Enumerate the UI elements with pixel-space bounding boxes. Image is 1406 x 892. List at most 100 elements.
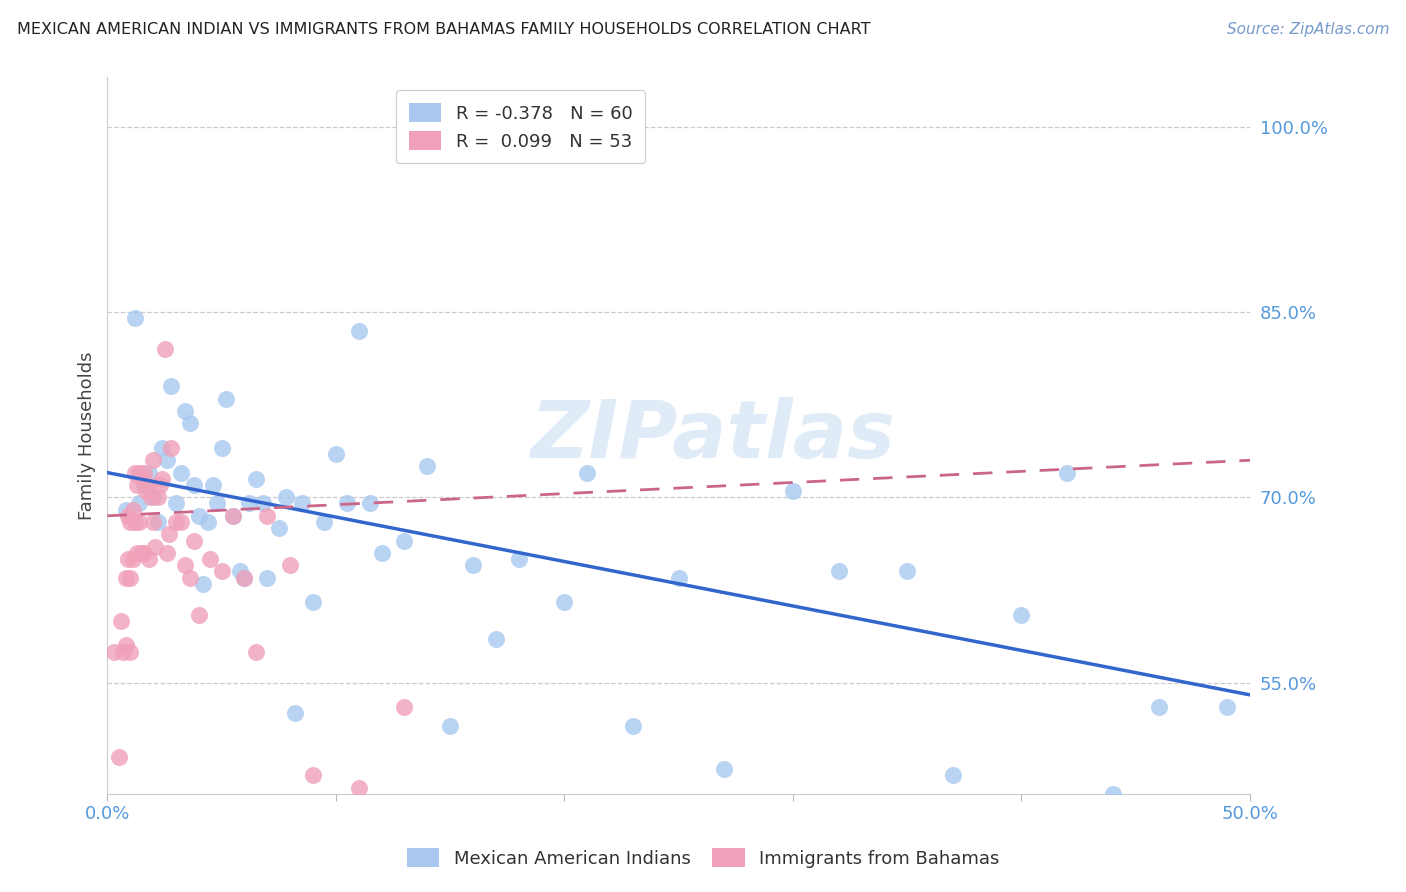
Point [222,508,245,523]
Point [127,546,149,560]
Point [668,570,690,584]
Point [1011,607,1033,622]
Point [169,466,191,480]
Point [121,502,143,516]
Point [1102,787,1125,801]
Point [108,749,131,764]
Point [169,515,191,529]
Point [128,466,150,480]
Point [205,496,228,510]
Point [302,595,325,609]
Legend: Mexican American Indians, Immigrants from Bahamas: Mexican American Indians, Immigrants fro… [395,837,1011,879]
Point [117,552,139,566]
Point [142,491,165,505]
Point [461,558,484,573]
Point [942,768,965,782]
Point [245,645,267,659]
Point [117,508,139,523]
Point [187,607,209,622]
Point [1147,700,1170,714]
Point [142,453,165,467]
Point [896,565,918,579]
Point [1216,700,1239,714]
Point [215,392,238,406]
Point [112,645,135,659]
Y-axis label: Family Households: Family Households [79,351,96,520]
Point [153,342,176,356]
Point [187,508,209,523]
Point [121,552,143,566]
Point [1056,466,1078,480]
Text: Source: ZipAtlas.com: Source: ZipAtlas.com [1226,22,1389,37]
Point [291,496,314,510]
Point [156,546,179,560]
Point [782,484,804,499]
Point [508,552,530,566]
Point [359,496,381,510]
Point [314,515,336,529]
Point [576,466,599,480]
Point [233,570,256,584]
Point [138,478,160,492]
Point [278,558,301,573]
Point [135,484,157,499]
Point [150,441,173,455]
Point [201,478,224,492]
Point [131,546,153,560]
Text: MEXICAN AMERICAN INDIAN VS IMMIGRANTS FROM BAHAMAS FAMILY HOUSEHOLDS CORRELATION: MEXICAN AMERICAN INDIAN VS IMMIGRANTS FR… [17,22,870,37]
Point [120,570,142,584]
Point [124,311,146,326]
Point [103,645,125,659]
Point [114,502,136,516]
Point [150,472,173,486]
Point [160,379,183,393]
Point [245,472,267,486]
Point [347,324,370,338]
Point [120,645,142,659]
Point [256,570,278,584]
Point [252,496,274,510]
Point [128,515,150,529]
Point [553,595,575,609]
Point [827,565,849,579]
Point [238,496,260,510]
Point [325,447,347,461]
Point [370,546,392,560]
Point [200,552,222,566]
Point [256,508,278,523]
Point [274,491,297,505]
Point [149,478,172,492]
Point [132,478,155,492]
Point [193,576,215,591]
Point [302,768,325,782]
Point [114,639,136,653]
Point [165,515,187,529]
Point [124,515,146,529]
Point [233,570,256,584]
Point [138,552,160,566]
Point [179,416,201,430]
Point [124,466,146,480]
Point [165,496,187,510]
Legend: R = -0.378   N = 60, R =  0.099   N = 53: R = -0.378 N = 60, R = 0.099 N = 53 [396,90,645,163]
Point [485,632,508,647]
Point [132,546,155,560]
Point [145,540,167,554]
Point [110,614,132,628]
Point [132,466,155,480]
Point [128,496,150,510]
Point [267,521,290,535]
Point [138,466,160,480]
Point [197,515,219,529]
Point [229,565,252,579]
Point [347,780,370,795]
Point [157,527,180,541]
Point [156,453,179,467]
Text: ZIPatlas: ZIPatlas [530,397,896,475]
Point [439,719,461,733]
Point [222,508,245,523]
Point [114,570,136,584]
Point [179,570,201,584]
Point [211,441,233,455]
Point [211,565,233,579]
